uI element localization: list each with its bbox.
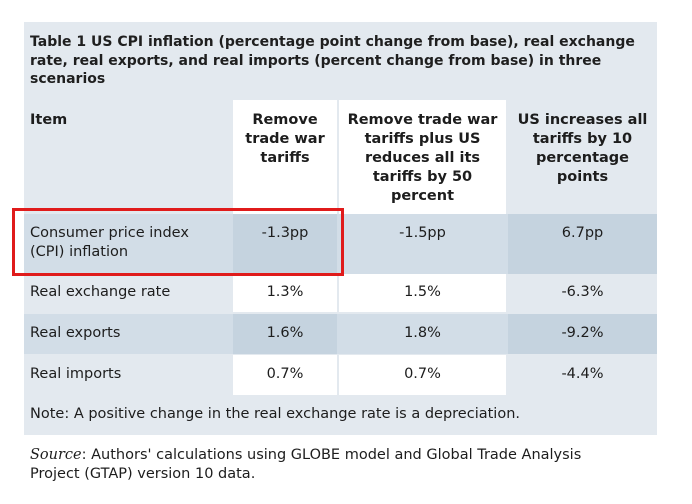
row-exchange-value-3: -6.3% [561,284,604,300]
row-cpi-value-1: -1.3pp [261,225,309,241]
row-imports-col1-bg [233,355,337,395]
source-text-1: : Authors' calculations using GLOBE mode… [81,447,582,463]
row-cpi-value-2: -1.5pp [399,225,446,241]
header-item: Item [30,112,68,128]
row-exports-value-1: 1.6% [266,325,304,341]
row-exchange-label: Real exchange rate [30,284,171,300]
row-exports-value-3: -9.2% [561,325,604,341]
row-cpi-value-3: 6.7pp [561,225,604,241]
source-note: Source: Authors' calculations using GLOB… [30,446,660,484]
row-exports-label: Real exports [30,325,121,341]
row-exchange-col1-bg [233,274,337,312]
header-col3: US increases all tariffs by 10 percentag… [517,112,648,185]
row-exchange-col2-bg [339,274,506,312]
source-label: Source [30,447,82,463]
row-cpi-band [24,214,657,274]
header-col2: Remove trade war tariffs plus US reduces… [347,112,498,204]
table-note: Note: A positive change in the real exch… [30,406,520,422]
row-cpi-label: Consumer price index (CPI) inflation [30,225,189,260]
row-exchange-value-1: 1.3% [266,284,304,300]
row-imports-col2-bg [339,355,506,395]
header-col1: Remove trade war tariffs [245,112,325,166]
header-cell-col2-bg [339,100,506,214]
row-imports-label: Real imports [30,366,122,382]
highlight-box [12,208,344,276]
row-imports-value-3: -4.4% [561,366,604,382]
table-caption: Table 1 US CPI inflation (percentage poi… [30,34,635,87]
source-text-2: Project (GTAP) version 10 data. [30,466,256,482]
row-imports-value-1: 0.7% [266,366,304,382]
row-exports-value-2: 1.8% [404,325,441,341]
row-exports-band [24,314,657,354]
row-exchange-value-2: 1.5% [404,284,441,300]
header-cell-col1-bg [233,100,337,214]
row-imports-value-2: 0.7% [404,366,441,382]
